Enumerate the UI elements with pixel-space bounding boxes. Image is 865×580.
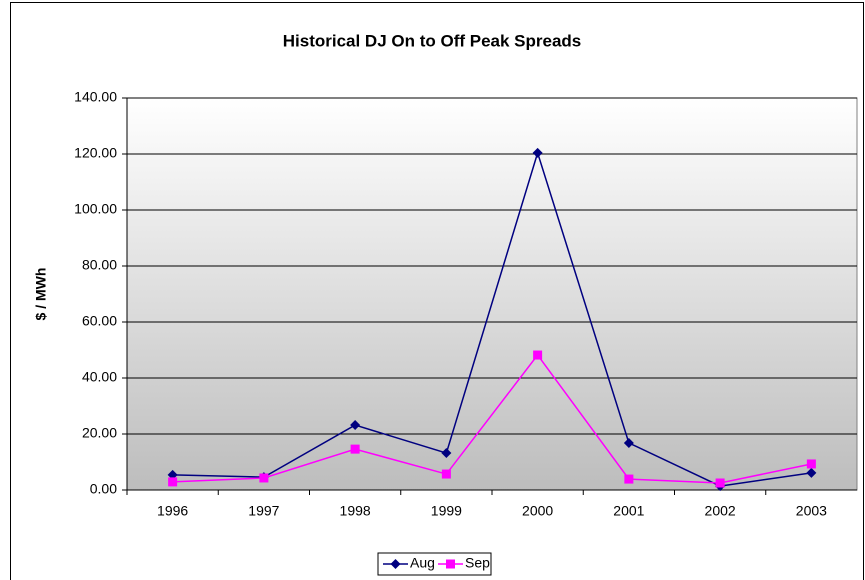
data-point bbox=[715, 478, 725, 488]
data-point bbox=[168, 477, 178, 487]
chart-title: Historical DJ On to Off Peak Spreads bbox=[283, 31, 582, 50]
series-line bbox=[172, 150, 812, 487]
y-tick-label: 140.00 bbox=[74, 89, 117, 105]
y-tick-label: 80.00 bbox=[82, 257, 117, 273]
legend-marker bbox=[446, 559, 455, 569]
x-tick-label: 1998 bbox=[340, 503, 371, 519]
data-point bbox=[350, 444, 360, 454]
data-point bbox=[623, 437, 634, 448]
legend bbox=[377, 552, 492, 576]
y-tick-label: 0.00 bbox=[90, 481, 117, 497]
y-tick-label: 20.00 bbox=[82, 425, 117, 441]
x-tick-label: 2002 bbox=[705, 503, 736, 519]
data-point bbox=[350, 420, 361, 431]
y-axis-label: $ / MWh bbox=[33, 268, 49, 321]
data-point bbox=[624, 474, 634, 484]
series-line bbox=[172, 353, 812, 484]
data-point bbox=[533, 350, 543, 360]
plot-area bbox=[126, 97, 858, 491]
y-tick-label: 100.00 bbox=[74, 201, 117, 217]
x-tick-label: 2000 bbox=[522, 503, 553, 519]
legend-label: Sep bbox=[465, 555, 490, 571]
y-tick-label: 120.00 bbox=[74, 145, 117, 161]
x-tick-label: 1999 bbox=[431, 503, 462, 519]
data-point bbox=[806, 459, 816, 469]
data-point bbox=[259, 473, 269, 483]
data-point bbox=[806, 467, 817, 478]
x-tick-label: 2001 bbox=[613, 503, 644, 519]
x-tick-label: 2003 bbox=[796, 503, 827, 519]
x-tick-label: 1996 bbox=[157, 503, 188, 519]
data-point bbox=[441, 448, 452, 459]
data-point bbox=[441, 469, 451, 479]
x-tick-label: 1997 bbox=[248, 503, 279, 519]
legend-label: Aug bbox=[410, 555, 435, 571]
y-tick-label: 40.00 bbox=[82, 369, 117, 385]
data-point bbox=[532, 147, 543, 158]
legend-marker bbox=[390, 559, 401, 569]
y-tick-label: 60.00 bbox=[82, 313, 117, 329]
